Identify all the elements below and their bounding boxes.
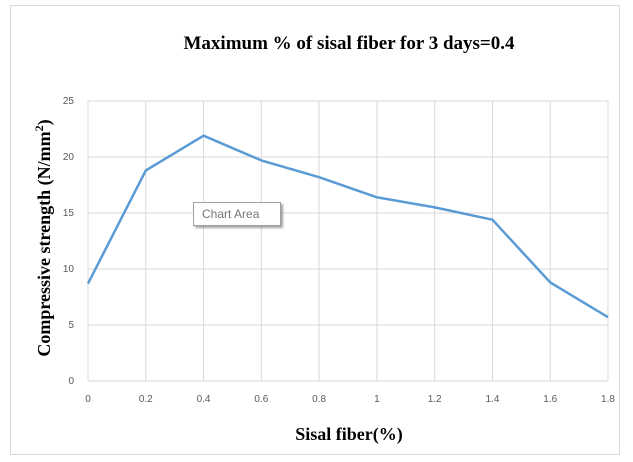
y-tick-label: 10: [63, 264, 75, 275]
y-tick-label: 5: [68, 320, 74, 331]
y-tick-label: 20: [63, 152, 75, 163]
x-tick-label: 0.2: [139, 394, 153, 405]
y-tick-label: 0: [68, 376, 74, 387]
data-point[interactable]: [374, 194, 380, 200]
y-axis-title: Compressive strength (N/mm2): [32, 119, 55, 356]
x-tick-label: 1.8: [601, 394, 615, 405]
y-tick-labels: 0 5 10 15 20 25: [63, 96, 75, 387]
y-axis-title-close: ): [34, 119, 55, 125]
data-point[interactable]: [432, 204, 438, 210]
x-tick-label: 1: [374, 394, 380, 405]
series-line[interactable]: [86, 134, 609, 319]
data-point[interactable]: [605, 314, 611, 320]
x-tick-label: 1.2: [428, 394, 442, 405]
y-axis-title-superscript: 2: [32, 125, 46, 131]
y-tick-label: 15: [63, 208, 75, 219]
chart-area-tooltip: Chart Area: [193, 202, 281, 226]
plot-area[interactable]: [85, 133, 611, 320]
gridlines: [87, 100, 609, 382]
data-point[interactable]: [316, 174, 322, 180]
chart-title: Maximum % of sisal fiber for 3 days=0.4: [183, 33, 515, 54]
x-axis-title: Sisal fiber(%): [295, 424, 403, 445]
data-point[interactable]: [143, 167, 149, 173]
x-tick-label: 0.6: [254, 394, 268, 405]
data-point[interactable]: [258, 157, 264, 163]
x-tick-labels: 0 0.2 0.4 0.6 0.8 1 1.2 1.4 1.6 1.8: [85, 394, 615, 405]
chart-area[interactable]: [10, 5, 620, 455]
x-tick-label: 0: [85, 394, 91, 405]
x-tick-label: 1.4: [485, 394, 499, 405]
data-point[interactable]: [489, 217, 495, 223]
y-tick-label: 25: [63, 96, 75, 107]
data-point[interactable]: [201, 133, 207, 139]
x-tick-label: 0.4: [197, 394, 211, 405]
data-point[interactable]: [547, 279, 553, 285]
x-tick-label: 0.8: [312, 394, 326, 405]
y-axis-title-main: Compressive strength (N/mm: [34, 131, 55, 356]
x-tick-label: 1.6: [543, 394, 557, 405]
data-point[interactable]: [85, 281, 91, 287]
